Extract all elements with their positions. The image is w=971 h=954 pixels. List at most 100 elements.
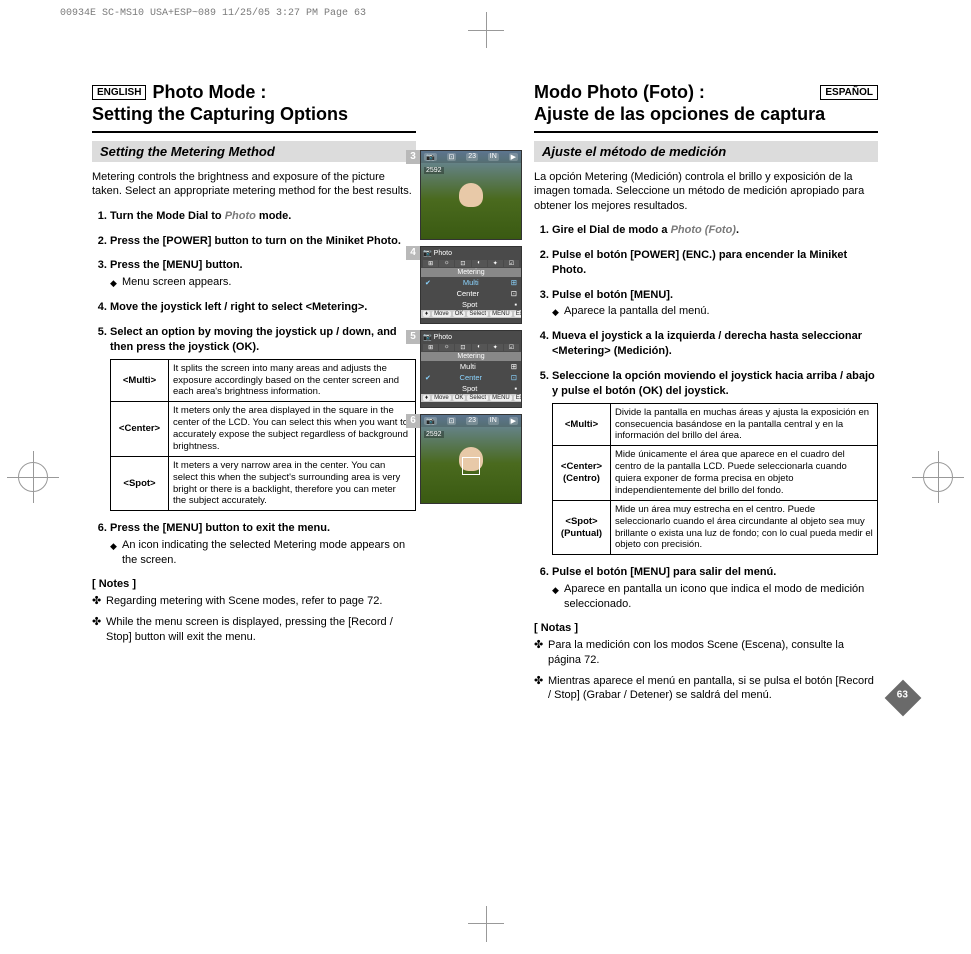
menu-item-multi: Multi⊞	[421, 361, 521, 372]
divider	[534, 131, 878, 133]
step-3: Pulse el botón [MENU]. Aparece la pantal…	[552, 288, 878, 320]
column-english: ENGLISH Photo Mode : Setting the Capturi…	[92, 82, 416, 709]
metering-table-left: <Multi>It splits the screen into many ar…	[110, 359, 416, 512]
camera-screenshot-3: 📷 ⊡ 23 IN ▶ 2592	[420, 150, 522, 240]
row-multi-val: It splits the screen into many areas and…	[169, 359, 416, 402]
camera-screenshot-6: 📷 ⊡ 23 IN ▶ 2592	[420, 414, 522, 504]
shots-remaining: 23	[466, 153, 478, 161]
screenshot-number-3: 3	[406, 150, 420, 164]
row-spot-val: It meters a very narrow area in the cent…	[169, 456, 416, 511]
memory-indicator: IN	[488, 417, 499, 425]
step-1: Gire el Dial de modo a Photo (Foto).	[552, 223, 878, 238]
notes-right: Para la medición con los modos Scene (Es…	[534, 638, 878, 703]
memory-indicator: IN	[488, 153, 499, 161]
step-1: Turn the Mode Dial to Photo mode.	[110, 209, 416, 224]
step-4: Mueva el joystick a la izquierda / derec…	[552, 329, 878, 359]
note-2: Mientras aparece el menú en pantalla, si…	[548, 674, 878, 704]
section-heading-left: Setting the Metering Method	[92, 141, 416, 162]
step-5: Select an option by moving the joystick …	[110, 325, 416, 511]
notes-left: Regarding metering with Scene modes, ref…	[92, 594, 416, 645]
menu-item-center: Center⊡	[421, 288, 521, 299]
title-line2: Ajuste de las opciones de captura	[534, 104, 825, 124]
menu-title: Metering	[421, 268, 521, 277]
row-center-key: <Center>	[111, 402, 169, 457]
intro-left: Metering controls the brightness and exp…	[92, 170, 416, 199]
shots-remaining: 23	[466, 417, 478, 425]
column-spanish: ESPAÑOL Modo Photo (Foto) : Ajuste de la…	[526, 82, 878, 709]
title-line1: Modo Photo (Foto) :	[534, 82, 705, 102]
notes-heading-left: [ Notes ]	[92, 578, 416, 590]
focus-bracket	[462, 457, 480, 475]
title-line1: Photo Mode :	[152, 82, 266, 102]
menu-title: Metering	[421, 352, 521, 361]
row-multi-val: Divide la pantalla en muchas áreas y aju…	[611, 403, 878, 446]
crop-mark	[468, 30, 504, 31]
section-heading-right: Ajuste el método de medición	[534, 141, 878, 162]
steps-right: Gire el Dial de modo a Photo (Foto). Pul…	[534, 223, 878, 612]
camera-icon: 📷	[424, 417, 437, 425]
screenshot-3-wrap: 3 📷 ⊡ 23 IN ▶ 2592	[420, 150, 522, 240]
title-block-right: ESPAÑOL Modo Photo (Foto) : Ajuste de la…	[534, 82, 878, 125]
crop-registration-right	[923, 462, 953, 492]
menu-footer: ♦Move OKSelect MENUExit	[421, 394, 521, 402]
step-6: Press the [MENU] button to exit the menu…	[110, 521, 416, 568]
note-2: While the menu screen is displayed, pres…	[106, 615, 416, 645]
page-number-badge: 63	[885, 680, 922, 717]
title-block-left: ENGLISH Photo Mode : Setting the Capturi…	[92, 82, 416, 125]
step-2: Press the [POWER] button to turn on the …	[110, 234, 416, 249]
title-line2: Setting the Capturing Options	[92, 104, 348, 124]
step-4: Move the joystick left / right to select…	[110, 300, 416, 315]
screenshot-6-wrap: 6 📷 ⊡ 23 IN ▶ 2592	[420, 414, 522, 504]
menu-footer: ♦Move OKSelect MENUExit	[421, 310, 521, 318]
screenshot-4-wrap: 4 📷 Photo ⊞☼⊡◐✦☑ Metering ✔Multi⊞ Center…	[420, 246, 522, 324]
language-badge-english: ENGLISH	[92, 85, 146, 100]
screenshot-number-5: 5	[406, 330, 420, 344]
menu-item-spot: Spot▪	[421, 383, 521, 394]
steps-left: Turn the Mode Dial to Photo mode. Press …	[92, 209, 416, 568]
camera-icon: 📷	[423, 334, 432, 341]
print-header: 00934E SC-MS10 USA+ESP~089 11/25/05 3:27…	[60, 8, 366, 19]
row-spot-val: Mide un área muy estrecha en el centro. …	[611, 500, 878, 555]
step-5: Seleccione la opción moviendo el joystic…	[552, 369, 878, 555]
camera-screenshot-4: 📷 Photo ⊞☼⊡◐✦☑ Metering ✔Multi⊞ Center⊡ …	[420, 246, 522, 324]
manual-page: ENGLISH Photo Mode : Setting the Capturi…	[92, 82, 879, 884]
metering-icon: ⊡	[447, 153, 457, 161]
step-2: Pulse el botón [POWER] (ENC.) para encen…	[552, 248, 878, 278]
crop-registration-left	[18, 462, 48, 492]
crop-mark	[486, 906, 487, 942]
intro-right: La opción Metering (Medición) controla e…	[534, 170, 878, 213]
mode-label: Photo	[434, 250, 452, 257]
step-3-sub: Menu screen appears.	[110, 275, 416, 290]
divider	[92, 131, 416, 133]
row-spot-key: <Spot>	[111, 456, 169, 511]
resolution-badge: 2592	[424, 431, 444, 438]
note-1: Regarding metering with Scene modes, ref…	[106, 594, 416, 609]
row-center-val: Mide únicamente el área que aparece en e…	[611, 446, 878, 501]
row-center-val: It meters only the area displayed in the…	[169, 402, 416, 457]
menu-item-center: ✔Center⊡	[421, 372, 521, 383]
page-number: 63	[897, 690, 908, 701]
step-6-sub: An icon indicating the selected Metering…	[110, 538, 416, 568]
mode-label: Photo	[434, 334, 452, 341]
metering-table-right: <Multi>Divide la pantalla en muchas área…	[552, 403, 878, 556]
row-spot-key: <Spot> (Puntual)	[553, 500, 611, 555]
metering-center-icon: ⊡	[447, 417, 457, 425]
screenshot-number-4: 4	[406, 246, 420, 260]
play-icon: ▶	[509, 153, 518, 161]
resolution-badge: 2592	[424, 167, 444, 174]
notes-heading-right: [ Notas ]	[534, 622, 878, 634]
row-center-key: <Center> (Centro)	[553, 446, 611, 501]
menu-item-spot: Spot▪	[421, 299, 521, 310]
camera-icon: 📷	[424, 153, 437, 161]
language-badge-spanish: ESPAÑOL	[820, 85, 878, 100]
step-6: Pulse el botón [MENU] para salir del men…	[552, 565, 878, 612]
screenshot-number-6: 6	[406, 414, 420, 428]
note-1: Para la medición con los modos Scene (Es…	[548, 638, 878, 668]
menu-item-multi: ✔Multi⊞	[421, 277, 521, 288]
step-6-sub: Aparece en pantalla un icono que indica …	[552, 582, 878, 612]
column-screenshots: 3 📷 ⊡ 23 IN ▶ 2592 4 📷 Photo	[416, 82, 526, 709]
play-icon: ▶	[509, 417, 518, 425]
camera-screenshot-5: 📷 Photo ⊞☼⊡◐✦☑ Metering Multi⊞ ✔Center⊡ …	[420, 330, 522, 408]
step-3-sub: Aparece la pantalla del menú.	[552, 304, 878, 319]
subject-placeholder	[459, 183, 483, 207]
